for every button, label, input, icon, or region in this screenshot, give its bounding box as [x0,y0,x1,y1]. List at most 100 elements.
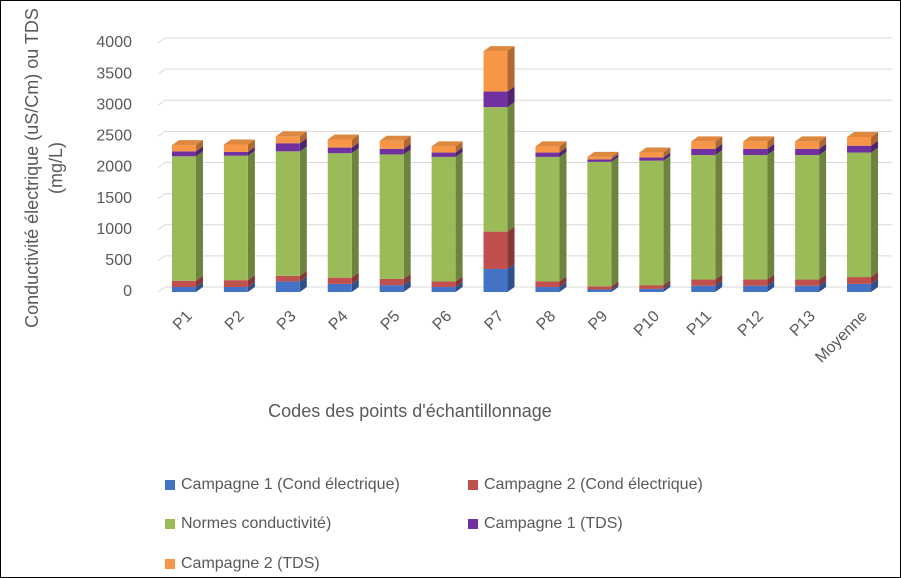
legend-swatch [165,559,175,569]
bar-top [639,147,671,153]
bar [587,156,612,160]
bar [795,279,820,286]
bar-side [507,263,515,292]
bar [535,281,560,288]
bar-side [715,280,723,292]
bar-side [819,280,827,292]
bar-side [611,284,619,292]
bar [795,155,820,280]
bar [639,285,664,289]
bar [379,285,404,292]
bar-side [663,152,671,161]
bar [275,136,300,144]
legend-swatch [165,519,175,529]
bar [379,148,404,155]
bar-side [559,151,567,282]
y-tick-label: 3000 [96,96,132,113]
bar [587,289,612,292]
bar [743,141,768,149]
bar-side [455,151,463,282]
bar [483,51,508,92]
bar [431,281,456,288]
bar-side [351,142,359,154]
bar [587,286,612,290]
bar [743,148,768,156]
y-tick-label: 2000 [96,159,132,176]
bar-side [351,272,359,284]
bar [275,275,300,282]
y-tick-label: 3500 [96,65,132,82]
bar-side [299,276,307,292]
bar-side [455,276,463,288]
bar [639,152,664,158]
bar-side [247,150,255,281]
bar [847,136,872,146]
bar [847,145,872,153]
y-axis-title: Conductivité électrique (uS/Cm) ou TDS (… [22,8,66,328]
legend-swatch [468,480,478,490]
bar [847,277,872,284]
bar-side [611,156,619,287]
bar-top [275,131,307,137]
bar-side [871,278,879,292]
bar-side [559,276,567,288]
bar-side [611,151,619,160]
grid-line [157,130,892,137]
bar [483,91,508,108]
bar-side [351,278,359,292]
bar-side [299,270,307,282]
bar-side [767,274,775,286]
bar [431,152,456,157]
bar [847,152,872,278]
bar-side [871,131,879,146]
bar [275,151,300,276]
bar-side [195,146,203,157]
grid-line [157,37,892,44]
bar [223,155,248,281]
bar [223,144,248,152]
bar-side [455,282,463,292]
bar-side [715,143,723,156]
bar-side [559,141,567,153]
bar-side [351,134,359,148]
bar [327,139,352,148]
bar [483,231,508,269]
bar-side [611,154,619,162]
bar-side [819,274,827,286]
bar-side [767,143,775,156]
bar-side [715,136,723,149]
bar [171,156,196,281]
bar-side [195,140,203,152]
bar-side [195,282,203,292]
bar-side [819,136,827,149]
bar [171,280,196,288]
bar-side [247,282,255,292]
bar-side [247,275,255,288]
bar-side [663,155,671,286]
bar-side [715,274,723,286]
bar [171,145,196,152]
bar [223,287,248,292]
bar [743,279,768,286]
legend-label: Campagne 2 (Cond électrique) [484,476,703,493]
bar-side [507,102,515,232]
x-axis-title: Codes des points d'échantillonnage [268,401,552,421]
bar-side [663,147,671,158]
bar-side [715,150,723,280]
bar [795,285,820,292]
bar-side [403,280,411,292]
legend-label: Campagne 2 (TDS) [181,555,320,572]
y-axis-title-line: Conductivité électrique (uS/Cm) ou TDS [22,8,42,328]
bar-top [691,136,723,142]
bar-side [299,146,307,276]
bar [691,148,716,156]
bar-top [483,46,515,52]
bar [379,278,404,286]
bar-side [767,280,775,292]
bar-top [795,136,827,142]
bar [275,281,300,292]
bar-side [871,140,879,153]
legend-label: Campagne 1 (TDS) [484,515,623,532]
bar-top [171,140,203,146]
bar-side [767,150,775,280]
